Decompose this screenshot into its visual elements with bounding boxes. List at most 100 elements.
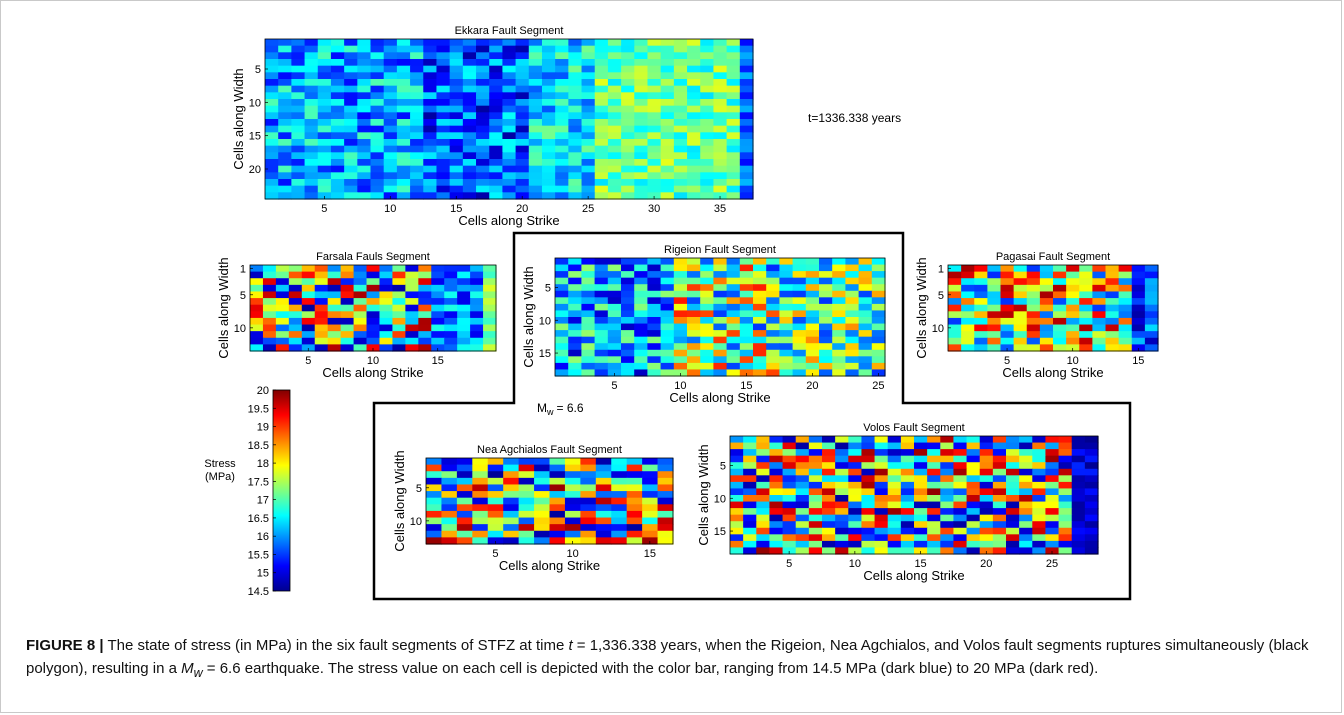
heatmap-cell xyxy=(278,105,292,113)
heatmap-cell xyxy=(687,349,701,357)
heatmap-cell xyxy=(383,145,398,153)
heatmap-cell xyxy=(808,442,823,450)
heatmap-cell xyxy=(1000,265,1015,273)
heatmap-cell xyxy=(966,442,981,450)
heatmap-cell xyxy=(871,336,886,344)
colorbar-title-line2: (MPa) xyxy=(205,471,235,483)
heatmap-cell xyxy=(304,119,319,127)
heatmap-cell xyxy=(304,112,319,120)
heatmap-cell xyxy=(330,79,345,87)
heatmap-cell xyxy=(1084,508,1099,516)
heatmap-cell xyxy=(278,112,292,120)
heatmap-cell xyxy=(568,145,583,153)
heatmap-cell xyxy=(379,324,394,332)
heatmap-cell xyxy=(581,52,596,60)
heatmap-cell xyxy=(441,458,458,466)
heatmap-cell xyxy=(594,330,609,338)
heatmap-cell xyxy=(861,495,876,503)
heatmap-cell xyxy=(874,455,889,463)
heatmap-cell xyxy=(502,125,517,133)
heatmap-cell xyxy=(317,59,332,67)
heatmap-cell xyxy=(1144,284,1159,293)
panel-title: Volos Fault Segment xyxy=(863,422,965,434)
heatmap-cell xyxy=(726,39,741,47)
heatmap-cell xyxy=(1013,278,1028,286)
heatmap-cell xyxy=(489,139,504,147)
heatmap-cell xyxy=(700,92,715,100)
heatmap-cell xyxy=(782,495,797,503)
heatmap-cell xyxy=(621,79,635,87)
heatmap-cell xyxy=(462,85,477,93)
heatmap-cell xyxy=(966,534,981,542)
heatmap-cell xyxy=(861,527,876,535)
heatmap-cell xyxy=(410,159,424,167)
heatmap-cell xyxy=(426,491,443,499)
heatmap-cell xyxy=(1039,278,1054,286)
heatmap-cell xyxy=(1053,298,1067,306)
heatmap-cell xyxy=(822,534,836,542)
heatmap-cell xyxy=(657,537,674,545)
x-tick-label: 5 xyxy=(305,355,311,367)
heatmap-cell xyxy=(418,344,432,352)
heatmap-cell xyxy=(739,330,754,338)
heatmap-cell xyxy=(756,534,771,542)
heatmap-cell xyxy=(441,524,458,532)
heatmap-cell xyxy=(660,152,675,160)
heatmap-cell xyxy=(657,464,674,472)
heatmap-cell xyxy=(515,85,530,93)
heatmap-cell xyxy=(730,462,744,470)
heatmap-cell xyxy=(431,324,445,332)
heatmap-cell xyxy=(861,540,876,549)
heatmap-cell xyxy=(739,45,754,53)
heatmap-cell xyxy=(317,119,332,127)
heatmap-cell xyxy=(782,521,797,529)
heatmap-cell xyxy=(900,495,915,503)
heatmap-cell xyxy=(687,145,701,153)
heatmap-cell xyxy=(555,152,569,160)
heatmap-cell xyxy=(1118,298,1133,306)
heatmap-cell xyxy=(1053,265,1067,273)
heatmap-cell xyxy=(457,311,471,319)
heatmap-cell xyxy=(327,298,342,306)
heatmap-cell xyxy=(607,105,622,113)
heatmap-cell xyxy=(449,152,464,160)
heatmap-cell xyxy=(782,436,797,444)
heatmap-cell xyxy=(611,530,628,538)
heatmap-cell xyxy=(431,271,445,279)
heatmap-cell xyxy=(344,172,358,180)
heatmap-cell xyxy=(634,284,648,292)
heatmap-cell xyxy=(549,458,566,466)
heatmap-cell xyxy=(845,303,860,312)
heatmap-cell xyxy=(449,165,464,173)
heatmap-cell xyxy=(1071,488,1086,496)
heatmap-cell xyxy=(564,510,581,519)
heatmap-cell xyxy=(673,45,688,53)
heatmap-cell xyxy=(927,527,941,535)
heatmap-cell xyxy=(456,477,473,486)
heatmap-cell xyxy=(874,475,889,483)
heatmap-cell xyxy=(874,488,889,496)
heatmap-cell xyxy=(278,132,292,140)
y-axis-label: Cells along Width xyxy=(216,257,231,358)
heatmap-cell xyxy=(621,99,635,107)
heatmap-cell xyxy=(476,165,490,173)
heatmap-cell xyxy=(370,119,385,127)
heatmap-cell xyxy=(528,105,543,113)
heatmap-cell xyxy=(568,165,583,173)
heatmap-cell xyxy=(568,336,582,344)
heatmap-cell xyxy=(660,39,675,47)
heatmap-cell xyxy=(555,165,569,173)
heatmap-cell xyxy=(291,52,306,60)
heatmap-cell xyxy=(1019,547,1033,555)
heatmap-cell xyxy=(265,39,279,47)
caption-part1: The state of stress (in MPa) in the six … xyxy=(103,637,569,654)
heatmap-cell xyxy=(291,152,306,160)
heatmap-cell xyxy=(845,362,860,371)
heatmap-cell xyxy=(779,356,794,364)
heatmap-cell xyxy=(278,192,292,200)
heatmap-cell xyxy=(766,356,780,364)
heatmap-cell xyxy=(660,303,675,312)
heatmap-cell xyxy=(792,290,807,298)
heatmap-cell xyxy=(1084,442,1099,450)
heatmap-cell xyxy=(739,172,754,180)
